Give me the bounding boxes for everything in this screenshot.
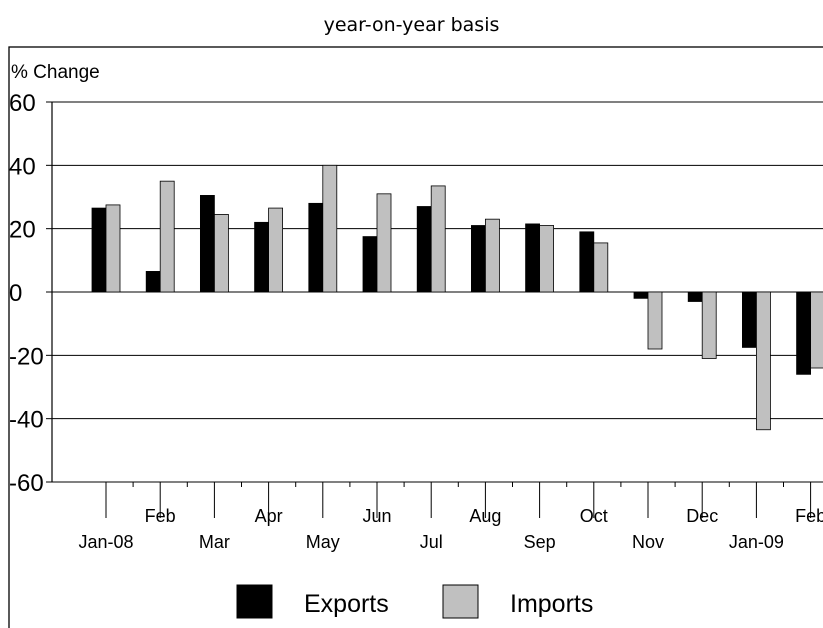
export-bar [416, 206, 432, 293]
x-tick-label: Oct [580, 506, 608, 526]
import-bar [701, 291, 717, 359]
y-tick-label: 0 [9, 280, 22, 307]
y-tick-label: 40 [9, 153, 36, 180]
x-tick-label: Nov [632, 532, 664, 552]
import-bar [756, 291, 771, 431]
y-tick-label: -20 [9, 343, 44, 370]
legend-swatch-imports [442, 584, 479, 619]
x-tick-label: Jan-08 [78, 532, 133, 552]
export-bar [525, 223, 540, 293]
import-bar [213, 214, 229, 293]
import-bar [539, 225, 554, 293]
export-bar [199, 195, 215, 293]
import-bar [647, 291, 663, 350]
export-bar [579, 231, 595, 293]
import-bar [105, 204, 121, 293]
import-bar [430, 185, 446, 293]
import-bar [268, 207, 284, 293]
legend: Exports Imports [236, 584, 593, 619]
export-bar [742, 291, 757, 348]
x-tick-label: Dec [686, 506, 718, 526]
plot-frame [8, 46, 823, 628]
y-tick-label: 20 [9, 217, 36, 244]
export-bar [633, 291, 649, 299]
import-bar [159, 180, 175, 293]
chart-title: year-on-year basis [323, 14, 500, 36]
y-tick-label: -40 [9, 407, 44, 434]
x-tick-label: Jul [420, 532, 443, 552]
x-tick-label: Jun [362, 506, 391, 526]
export-bar [687, 291, 703, 302]
x-tick-label: Feb [795, 506, 823, 526]
bars [91, 164, 823, 431]
export-bar [91, 207, 107, 293]
legend-label-exports: Exports [304, 590, 389, 618]
y-tick-label: 60 [9, 90, 36, 117]
import-bar [376, 193, 392, 293]
import-bar [593, 242, 609, 293]
x-tick-label: Mar [199, 532, 230, 552]
x-tick-label: May [306, 532, 340, 552]
axes: 60 40 20 0 -20 -40 -60 Jan-08 Feb Mar Apr May Jun Jul… [9, 90, 823, 552]
import-bar [810, 291, 823, 369]
export-bar [362, 236, 378, 293]
export-bar [145, 271, 161, 293]
x-tick-label: Feb [145, 506, 176, 526]
x-tick-label: Sep [524, 532, 556, 552]
export-bar [254, 221, 270, 293]
y-axis-unit-label: % Change [11, 62, 100, 83]
x-tick-label: Aug [469, 506, 501, 526]
export-bar [308, 202, 324, 293]
x-tick-label: Apr [255, 506, 283, 526]
export-bar [470, 225, 486, 293]
legend-label-imports: Imports [510, 590, 593, 618]
x-tick-label: Jan-09 [729, 532, 784, 552]
y-tick-label: -60 [9, 470, 44, 497]
legend-swatch-exports [236, 584, 273, 619]
export-bar [796, 291, 811, 375]
import-bar [484, 218, 500, 293]
import-bar [322, 164, 338, 293]
